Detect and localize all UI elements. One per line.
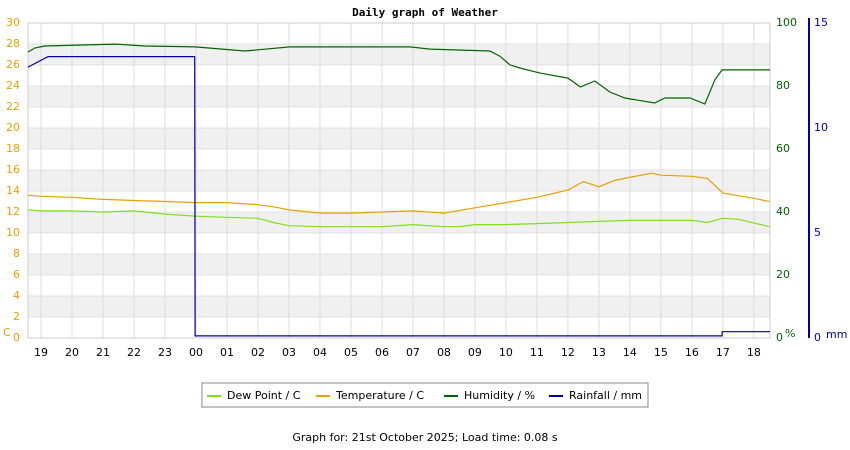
- legend-label: Rainfall / mm: [569, 389, 642, 402]
- x-tick-label: 13: [592, 346, 606, 359]
- x-tick-label: 20: [65, 346, 79, 359]
- x-tick-label: 07: [406, 346, 420, 359]
- y-tick-label: 26: [6, 58, 20, 71]
- x-tick-label: 06: [375, 346, 389, 359]
- x-tick-label: 11: [530, 346, 544, 359]
- legend-label: Dew Point / C: [227, 389, 301, 402]
- series-line: [27, 56, 770, 337]
- y-tick-label: 30: [6, 16, 20, 29]
- y2-tick-label: 40: [776, 205, 790, 218]
- y-tick-label: 22: [6, 100, 20, 113]
- x-tick-label: 04: [313, 346, 327, 359]
- x-tick-label: 00: [189, 346, 203, 359]
- y-axis-label: C: [3, 326, 11, 339]
- y-tick-label: 18: [6, 142, 20, 155]
- y2-tick-label: 80: [776, 79, 790, 92]
- grid-band: [28, 44, 770, 65]
- x-tick-label: 21: [96, 346, 110, 359]
- y3-tick-label: 5: [814, 226, 821, 239]
- y2-tick-label: 100: [776, 16, 797, 29]
- y-tick-label: 8: [13, 247, 20, 260]
- y2-tick-label: 60: [776, 142, 790, 155]
- y-tick-label: 4: [13, 289, 20, 302]
- y-tick-label: 20: [6, 121, 20, 134]
- chart-title: Daily graph of Weather: [352, 6, 498, 19]
- legend-box: [201, 382, 649, 408]
- grid-band: [28, 86, 770, 107]
- y3-axis-label: mm: [826, 328, 847, 341]
- plot-border: [27, 22, 771, 339]
- x-tick-label: 03: [282, 346, 296, 359]
- y2-tick-label: 20: [776, 268, 790, 281]
- series-line: [27, 43, 770, 105]
- y2-tick-label: 0: [776, 331, 783, 344]
- y3-tick-label: 0: [814, 331, 821, 344]
- x-tick-label: 08: [437, 346, 451, 359]
- y-tick-label: 2: [13, 310, 20, 323]
- grid-band: [28, 212, 770, 233]
- y-tick-label: 24: [6, 79, 20, 92]
- x-tick-label: 12: [561, 346, 575, 359]
- x-tick-label: 09: [468, 346, 482, 359]
- x-tick-label: 02: [251, 346, 265, 359]
- x-tick-label: 05: [344, 346, 358, 359]
- y-tick-label: 6: [13, 268, 20, 281]
- x-tick-label: 17: [716, 346, 730, 359]
- y-tick-label: 12: [6, 205, 20, 218]
- x-tick-label: 22: [127, 346, 141, 359]
- y3-tick-label: 15: [814, 16, 828, 29]
- y-tick-label: 14: [6, 184, 20, 197]
- x-tick-label: 19: [34, 346, 48, 359]
- x-tick-label: 16: [685, 346, 699, 359]
- legend-label: Temperature / C: [335, 389, 424, 402]
- legend-label: Humidity / %: [464, 389, 535, 402]
- x-tick-label: 10: [499, 346, 513, 359]
- footer: Graph for: 21st October 2025; Load time:…: [292, 431, 558, 444]
- y-tick-label: 16: [6, 163, 20, 176]
- grid-band: [28, 296, 770, 317]
- x-tick-label: 23: [158, 346, 172, 359]
- y2-axis-label: %: [785, 327, 795, 340]
- grid-band: [28, 254, 770, 275]
- x-tick-label: 15: [654, 346, 668, 359]
- y-tick-label: 0: [13, 331, 20, 344]
- x-tick-label: 14: [623, 346, 637, 359]
- y-tick-label: 10: [6, 226, 20, 239]
- series-line: [27, 172, 770, 214]
- grid-band: [28, 128, 770, 149]
- grid-band: [28, 170, 770, 191]
- y3-tick-label: 10: [814, 121, 828, 134]
- y-tick-label: 28: [6, 37, 20, 50]
- x-tick-label: 01: [220, 346, 234, 359]
- series-line: [27, 209, 770, 228]
- x-tick-label: 18: [747, 346, 761, 359]
